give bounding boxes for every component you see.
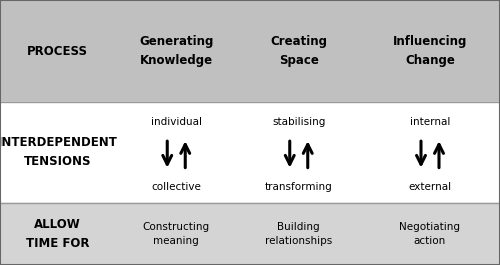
Text: PROCESS: PROCESS <box>27 45 88 58</box>
Text: Influencing
Change: Influencing Change <box>393 35 467 67</box>
Text: Creating
Space: Creating Space <box>270 35 327 67</box>
Text: Negotiating
action: Negotiating action <box>400 222 460 246</box>
Bar <box>0 203 500 265</box>
Text: collective: collective <box>152 182 201 192</box>
Bar <box>0 102 500 203</box>
Text: Generating
Knowledge: Generating Knowledge <box>139 35 214 67</box>
Text: INTERDEPENDENT
TENSIONS: INTERDEPENDENT TENSIONS <box>0 136 118 168</box>
Text: Constructing
meaning: Constructing meaning <box>142 222 210 246</box>
Text: internal: internal <box>410 117 450 127</box>
Text: transforming: transforming <box>265 182 332 192</box>
Text: external: external <box>408 182 452 192</box>
Text: individual: individual <box>151 117 202 127</box>
Text: Building
relationships: Building relationships <box>265 222 332 246</box>
Bar <box>0 0 500 102</box>
Text: ALLOW
TIME FOR: ALLOW TIME FOR <box>26 218 89 250</box>
Text: stabilising: stabilising <box>272 117 326 127</box>
